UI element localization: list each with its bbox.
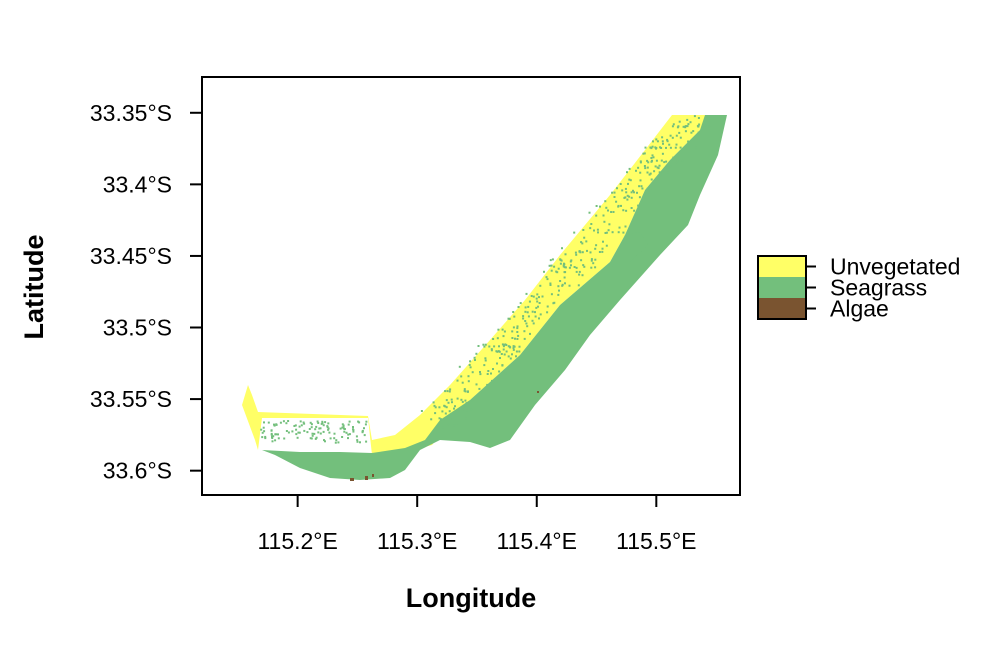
legend-label: Unvegetated bbox=[830, 254, 960, 280]
x-tick-label: 115.5°E bbox=[616, 528, 696, 554]
y-tick-label: 33.5°S bbox=[103, 315, 172, 341]
y-tick-label: 33.35°S bbox=[90, 100, 172, 126]
x-tick-label: 115.2°E bbox=[257, 528, 337, 554]
legend-label: Seagrass bbox=[830, 275, 927, 301]
x-tick-label: 115.4°E bbox=[497, 528, 577, 554]
legend-label: Algae bbox=[830, 296, 889, 322]
unvegetated-region bbox=[242, 115, 727, 455]
legend-swatch bbox=[758, 256, 806, 277]
legend-swatch bbox=[758, 277, 806, 298]
y-tick-label: 33.55°S bbox=[90, 386, 172, 412]
algae-specks bbox=[350, 391, 539, 481]
legend-swatch bbox=[758, 298, 806, 319]
y-tick-label: 33.6°S bbox=[103, 458, 172, 484]
x-tick-label: 115.3°E bbox=[377, 528, 457, 554]
y-axis-title: Latitude bbox=[19, 235, 49, 340]
x-axis-title: Longitude bbox=[406, 583, 536, 613]
seagrass-speckles bbox=[260, 115, 711, 444]
y-tick-label: 33.45°S bbox=[90, 243, 172, 269]
y-tick-label: 33.4°S bbox=[103, 171, 172, 197]
plot-frame bbox=[201, 76, 741, 496]
legend-border bbox=[757, 255, 807, 320]
x-axis: 115.2°E 115.3°E 115.4°E 115.5°E bbox=[257, 495, 697, 554]
seagrass-patch bbox=[612, 232, 648, 268]
y-axis: 33.35°S 33.4°S 33.45°S 33.5°S 33.55°S 33.6°S bbox=[90, 100, 202, 484]
seagrass-region bbox=[262, 115, 727, 480]
